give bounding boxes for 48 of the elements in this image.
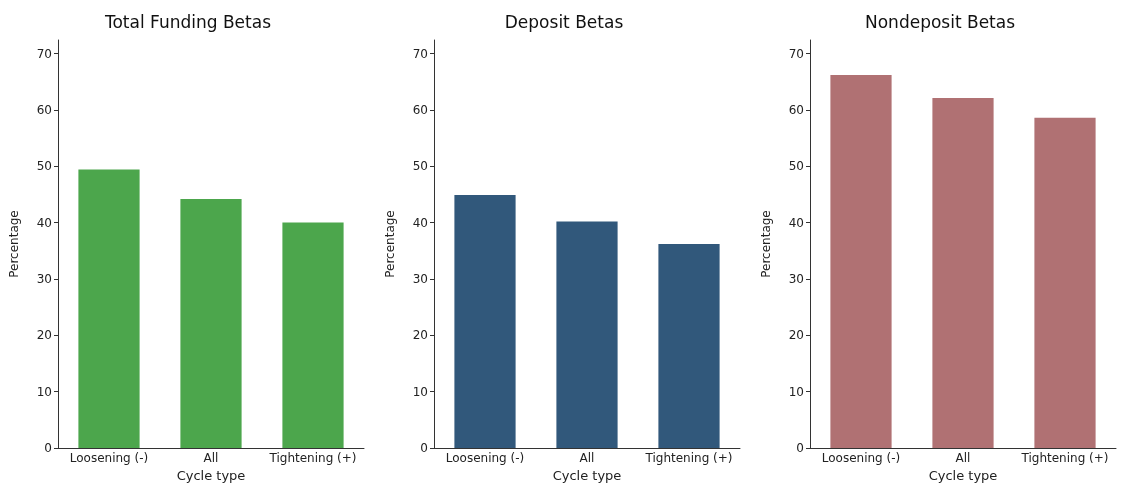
- y-tick-label: 50: [36, 159, 52, 174]
- y-tick-label: 20: [36, 328, 52, 343]
- y-tick-label: 20: [788, 328, 804, 343]
- x-tick-label: Tightening (+): [644, 451, 733, 465]
- bar: [180, 198, 242, 448]
- x-tick-label: All: [203, 451, 219, 465]
- chart-title: Deposit Betas: [504, 11, 624, 32]
- y-tick-label: 70: [412, 46, 428, 61]
- y-tick-label: 40: [788, 215, 804, 230]
- y-tick-label: 10: [36, 384, 52, 399]
- bar: [932, 98, 994, 448]
- y-tick-label: 20: [412, 328, 428, 343]
- x-axis-title: Cycle type: [928, 468, 998, 483]
- x-axis-title: Cycle type: [552, 468, 622, 483]
- y-tick-label: 70: [788, 46, 804, 61]
- y-tick-label: 40: [412, 215, 428, 230]
- bar: [78, 169, 140, 448]
- y-tick-label: 0: [420, 441, 428, 455]
- y-tick-label: 70: [36, 46, 52, 61]
- y-tick-label: 60: [412, 102, 428, 117]
- bar: [1034, 117, 1096, 448]
- y-tick-label: 0: [44, 441, 52, 455]
- x-tick-label: Tightening (+): [1020, 451, 1109, 465]
- y-axis-title: Percentage: [7, 210, 21, 278]
- y-tick-label: 40: [36, 215, 52, 230]
- x-tick-label: Loosening (-): [445, 451, 525, 465]
- y-tick-label: 50: [412, 159, 428, 174]
- y-tick-label: 30: [412, 271, 428, 286]
- chart-title: Nondeposit Betas: [864, 11, 1016, 32]
- x-axis-title: Cycle type: [176, 468, 246, 483]
- y-axis-title: Percentage: [383, 210, 397, 278]
- y-tick-label: 60: [36, 102, 52, 117]
- x-tick-label: All: [955, 451, 971, 465]
- y-tick-label: 30: [36, 271, 52, 286]
- x-tick-label: Loosening (-): [69, 451, 149, 465]
- chart-title: Total Funding Betas: [103, 11, 272, 32]
- x-tick-label: Loosening (-): [821, 451, 901, 465]
- bar: [830, 74, 892, 448]
- y-tick-label: 10: [412, 384, 428, 399]
- y-tick-label: 50: [788, 159, 804, 174]
- y-tick-label: 60: [788, 102, 804, 117]
- y-tick-label: 10: [788, 384, 804, 399]
- bar: [282, 222, 344, 448]
- y-tick-label: 30: [788, 271, 804, 286]
- x-tick-label: All: [579, 451, 595, 465]
- x-tick-label: Tightening (+): [268, 451, 357, 465]
- y-tick-label: 0: [796, 441, 804, 455]
- y-axis-title: Percentage: [759, 210, 773, 278]
